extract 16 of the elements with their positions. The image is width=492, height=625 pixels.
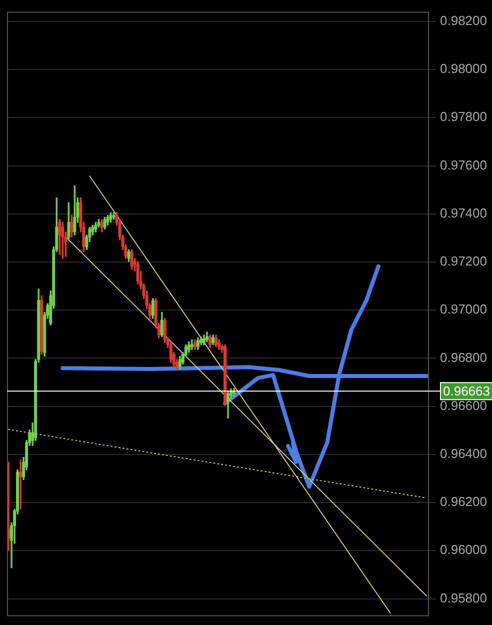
y-tick-label: 0.96800 — [440, 350, 487, 365]
y-tick-label: 0.96000 — [440, 542, 487, 558]
candlestick — [190, 339, 194, 350]
y-tick-label: 0.96200 — [440, 494, 487, 510]
y-tick-label: 0.95800 — [440, 590, 487, 606]
y-tick-label: 0.97000 — [440, 302, 487, 317]
candlestick — [19, 460, 22, 510]
y-tick-label: 0.97800 — [440, 109, 487, 124]
y-tick-label: 0.97400 — [440, 205, 487, 220]
y-tick-label: 0.97200 — [440, 254, 487, 269]
y-tick-label: 0.96400 — [440, 446, 487, 462]
ref-line-label: 0.96663 — [443, 384, 490, 399]
y-tick-label: 0.98200 — [440, 13, 487, 28]
y-tick-label: 0.97600 — [440, 157, 487, 172]
y-tick-label: 0.98000 — [440, 61, 487, 76]
y-tick-label: 0.96600 — [440, 398, 487, 413]
